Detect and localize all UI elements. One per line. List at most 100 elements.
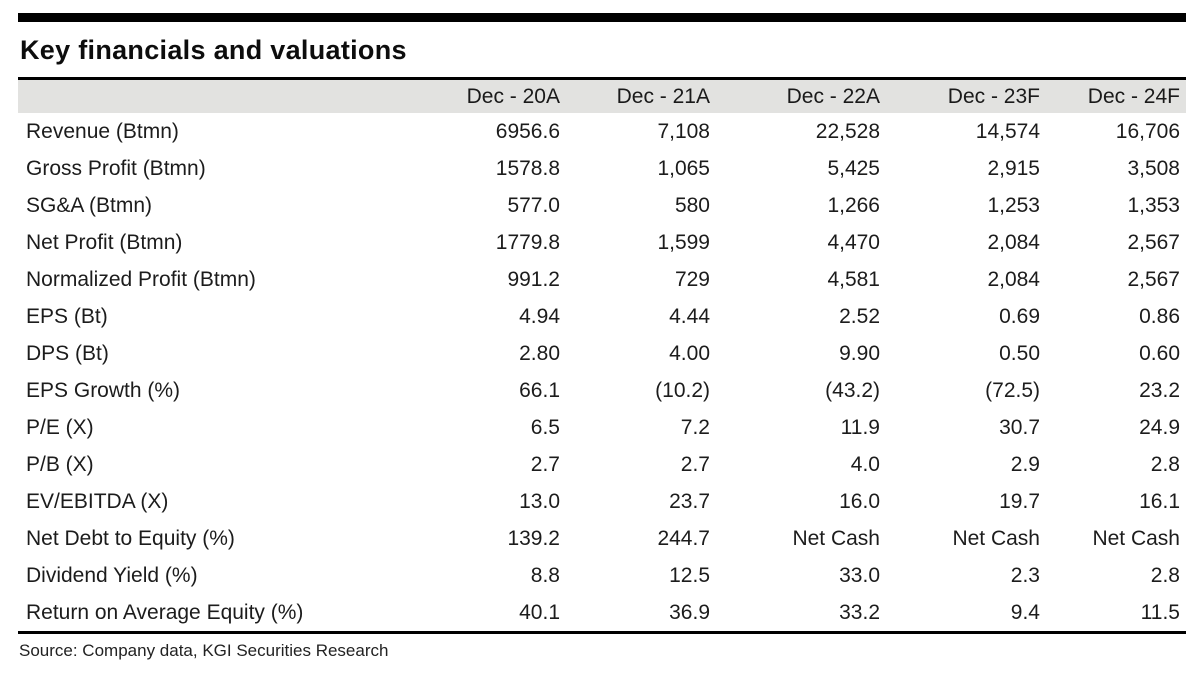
cell: 729 (674, 268, 710, 291)
table-row: EPS Growth (%) 66.1 (10.2) (43.2) (72.5)… (18, 372, 1186, 409)
row-label: EV/EBITDA (X) (26, 490, 169, 513)
cell: 12.5 (669, 564, 710, 587)
cell: 7,108 (657, 120, 710, 143)
row-label: EPS (Bt) (26, 305, 108, 328)
row-label: Dividend Yield (%) (26, 564, 198, 587)
cell: 40.1 (519, 601, 560, 624)
cell: 4,470 (827, 231, 880, 254)
cell: 2.7 (530, 453, 560, 476)
column-header: Dec - 24F (1046, 78, 1186, 113)
table-row: Net Debt to Equity (%) 139.2 244.7 Net C… (18, 520, 1186, 557)
cell: 2,084 (987, 268, 1040, 291)
cell: 5,425 (827, 157, 880, 180)
cell: 1779.8 (495, 231, 560, 254)
column-header-blank (18, 78, 426, 113)
cell: 16,706 (1115, 120, 1180, 143)
cell: (43.2) (825, 379, 880, 402)
cell: Net Cash (1092, 527, 1180, 550)
table-row: DPS (Bt) 2.80 4.00 9.90 0.50 0.60 (18, 335, 1186, 372)
table-row: EV/EBITDA (X) 13.0 23.7 16.0 19.7 16.1 (18, 483, 1186, 520)
cell: 577.0 (507, 194, 560, 217)
row-label: Net Debt to Equity (%) (26, 527, 235, 550)
cell: 22,528 (815, 120, 880, 143)
row-label: Revenue (Btmn) (26, 120, 179, 143)
row-label: Normalized Profit (Btmn) (26, 268, 256, 291)
cell: 2.52 (839, 305, 880, 328)
table-row: SG&A (Btmn) 577.0 580 1,266 1,253 1,353 (18, 187, 1186, 224)
cell: 2.8 (1150, 453, 1180, 476)
cell: Net Cash (792, 527, 880, 550)
cell: 23.7 (669, 490, 710, 513)
table-row: Return on Average Equity (%) 40.1 36.9 3… (18, 594, 1186, 633)
table-row: Revenue (Btmn) 6956.6 7,108 22,528 14,57… (18, 113, 1186, 150)
cell: 7.2 (680, 416, 710, 439)
column-header: Dec - 20A (426, 78, 566, 113)
cell: 4.94 (519, 305, 560, 328)
table-row: P/B (X) 2.7 2.7 4.0 2.9 2.8 (18, 446, 1186, 483)
source-note: Source: Company data, KGI Securities Res… (19, 641, 389, 660)
cell: 2,567 (1127, 268, 1180, 291)
cell: 4,581 (827, 268, 880, 291)
cell: 1,353 (1127, 194, 1180, 217)
cell: 0.86 (1139, 305, 1180, 328)
cell: 3,508 (1127, 157, 1180, 180)
cell: 33.0 (839, 564, 880, 587)
page-title: Key financials and valuations (20, 35, 407, 65)
cell: 2.9 (1010, 453, 1040, 476)
cell: 16.0 (839, 490, 880, 513)
column-header: Dec - 23F (886, 78, 1046, 113)
cell: 244.7 (657, 527, 710, 550)
cell: 33.2 (839, 601, 880, 624)
cell: 0.60 (1139, 342, 1180, 365)
table-row: P/E (X) 6.5 7.2 11.9 30.7 24.9 (18, 409, 1186, 446)
row-label: Net Profit (Btmn) (26, 231, 183, 254)
cell: 11.9 (840, 416, 880, 439)
row-label: P/B (X) (26, 453, 94, 476)
cell: 66.1 (519, 379, 560, 402)
cell: 2,567 (1127, 231, 1180, 254)
cell: 11.5 (1140, 601, 1180, 624)
cell: (72.5) (985, 379, 1040, 402)
cell: 9.90 (839, 342, 880, 365)
cell: 9.4 (1010, 601, 1040, 624)
cell: 6.5 (530, 416, 560, 439)
cell: Net Cash (952, 527, 1040, 550)
cell: 30.7 (999, 416, 1040, 439)
row-label: EPS Growth (%) (26, 379, 181, 402)
row-label: Gross Profit (Btmn) (26, 157, 206, 180)
cell: 2.80 (519, 342, 560, 365)
cell: 13.0 (519, 490, 560, 513)
table-header-row: Dec - 20A Dec - 21A Dec - 22A Dec - 23F … (18, 78, 1186, 113)
cell: 1578.8 (495, 157, 560, 180)
cell: 2.7 (680, 453, 710, 476)
cell: 8.8 (530, 564, 560, 587)
column-header: Dec - 22A (716, 78, 886, 113)
cell: 36.9 (669, 601, 710, 624)
cell: 4.0 (850, 453, 880, 476)
cell: 0.69 (999, 305, 1040, 328)
row-label: DPS (Bt) (26, 342, 109, 365)
cell: 1,266 (827, 194, 880, 217)
cell: 1,599 (657, 231, 710, 254)
cell: 2,915 (987, 157, 1040, 180)
row-label: Return on Average Equity (%) (26, 601, 304, 624)
row-label: SG&A (Btmn) (26, 194, 153, 217)
cell: 19.7 (999, 490, 1040, 513)
cell: 991.2 (507, 268, 560, 291)
cell: 23.2 (1139, 379, 1180, 402)
cell: 0.50 (999, 342, 1040, 365)
key-financials-table: Dec - 20A Dec - 21A Dec - 22A Dec - 23F … (18, 77, 1186, 634)
cell: 2.3 (1010, 564, 1040, 587)
cell: 16.1 (1139, 490, 1180, 513)
cell: 2,084 (987, 231, 1040, 254)
table-row: Gross Profit (Btmn) 1578.8 1,065 5,425 2… (18, 150, 1186, 187)
cell: 2.8 (1150, 564, 1180, 587)
table-row: EPS (Bt) 4.94 4.44 2.52 0.69 0.86 (18, 298, 1186, 335)
cell: 14,574 (975, 120, 1040, 143)
top-rule-bar (18, 13, 1186, 22)
cell: 6956.6 (495, 120, 560, 143)
table-row: Net Profit (Btmn) 1779.8 1,599 4,470 2,0… (18, 224, 1186, 261)
cell: 139.2 (507, 527, 560, 550)
row-label: P/E (X) (26, 416, 94, 439)
table-row: Dividend Yield (%) 8.8 12.5 33.0 2.3 2.8 (18, 557, 1186, 594)
